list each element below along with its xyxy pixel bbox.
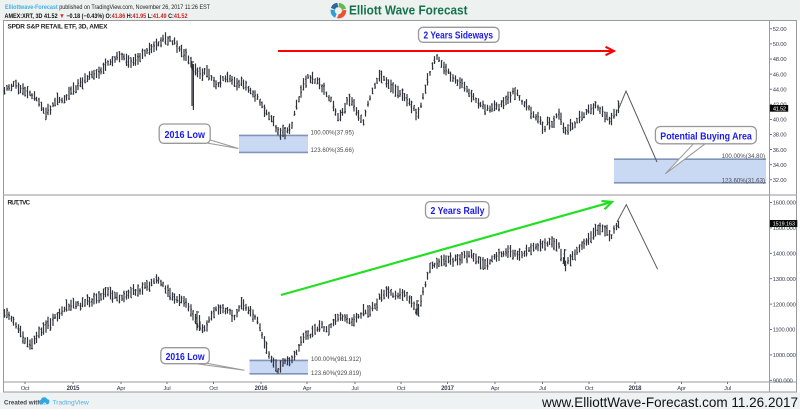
svg-text:1000.000: 1000.000 xyxy=(773,353,796,359)
svg-text:46.00: 46.00 xyxy=(773,72,787,78)
svg-text:1500.000: 1500.000 xyxy=(773,226,796,232)
svg-text:2016: 2016 xyxy=(255,386,269,392)
svg-text:AMEX:XRT, 3D 41.52 ▼ −0.18 (−: AMEX:XRT, 3D 41.52 ▼ −0.18 (−0.43%) O:41… xyxy=(5,13,188,20)
svg-text:1600.000: 1600.000 xyxy=(773,201,796,207)
svg-text:Oct: Oct xyxy=(397,386,406,392)
svg-text:48.00: 48.00 xyxy=(773,57,787,63)
svg-text:Oct: Oct xyxy=(21,386,30,392)
svg-text:123.60%(31.63): 123.60%(31.63) xyxy=(722,178,765,185)
svg-text:1400.000: 1400.000 xyxy=(773,252,796,258)
svg-text:123.60%(929.819): 123.60%(929.819) xyxy=(311,370,361,377)
svg-text:Apr: Apr xyxy=(491,386,500,392)
svg-text:2018: 2018 xyxy=(629,386,643,392)
svg-text:100.00%(34.80): 100.00%(34.80) xyxy=(722,153,765,160)
svg-text:2016 Low: 2016 Low xyxy=(165,130,206,141)
svg-text:Apr: Apr xyxy=(303,386,312,392)
svg-text:Oct: Oct xyxy=(209,386,218,392)
svg-text:SPDR S&P RETAIL ETF, 3D, AMEX: SPDR S&P RETAIL ETF, 3D, AMEX xyxy=(8,24,109,31)
svg-text:Jul: Jul xyxy=(164,386,171,392)
svg-text:41.52: 41.52 xyxy=(773,106,786,112)
svg-text:34.00: 34.00 xyxy=(773,163,787,169)
svg-text:2015: 2015 xyxy=(67,386,81,392)
svg-text:123.60%(35.66): 123.60%(35.66) xyxy=(311,147,354,154)
svg-text:38.00: 38.00 xyxy=(773,133,787,139)
svg-text:52.00: 52.00 xyxy=(773,27,787,33)
svg-text:Jul: Jul xyxy=(352,386,359,392)
svg-text:1200.000: 1200.000 xyxy=(773,302,796,308)
svg-text:44.00: 44.00 xyxy=(773,87,787,93)
svg-text:100.00%(981.912): 100.00%(981.912) xyxy=(311,356,361,363)
svg-text:Potential Buying Area: Potential Buying Area xyxy=(660,130,752,142)
svg-text:Oct: Oct xyxy=(585,386,594,392)
svg-text:32.00: 32.00 xyxy=(773,178,787,184)
svg-text:2017: 2017 xyxy=(441,386,455,392)
svg-text:Jul: Jul xyxy=(724,386,731,392)
svg-text:Apr: Apr xyxy=(677,386,686,392)
svg-text:36.00: 36.00 xyxy=(773,148,787,154)
svg-text:Jul: Jul xyxy=(539,386,546,392)
svg-text:Apr: Apr xyxy=(117,386,126,392)
svg-text:40.00: 40.00 xyxy=(773,118,787,124)
svg-text:50.00: 50.00 xyxy=(773,42,787,48)
svg-text:TradingView: TradingView xyxy=(53,399,90,406)
svg-text:900.000: 900.000 xyxy=(773,379,793,385)
svg-text:100.00%(37.95): 100.00%(37.95) xyxy=(311,130,354,137)
svg-text:2 Years Rally: 2 Years Rally xyxy=(431,206,485,217)
svg-text:www.ElliottWave-Forecast.com 1: www.ElliottWave-Forecast.com 11.26.2017 xyxy=(541,394,798,409)
svg-text:1519.163: 1519.163 xyxy=(773,222,795,228)
svg-text:RUT, TVC: RUT, TVC xyxy=(8,199,31,206)
svg-text:1100.000: 1100.000 xyxy=(773,328,796,334)
svg-text:Elliottwave-Forecast published: Elliottwave-Forecast published on Tradin… xyxy=(5,4,210,11)
svg-text:1300.000: 1300.000 xyxy=(773,277,796,283)
svg-text:Elliott Wave Forecast: Elliott Wave Forecast xyxy=(349,3,468,18)
svg-text:2 Years Sideways: 2 Years Sideways xyxy=(424,31,494,42)
svg-text:Created with: Created with xyxy=(4,399,41,406)
svg-text:2016 Low: 2016 Low xyxy=(166,352,205,363)
